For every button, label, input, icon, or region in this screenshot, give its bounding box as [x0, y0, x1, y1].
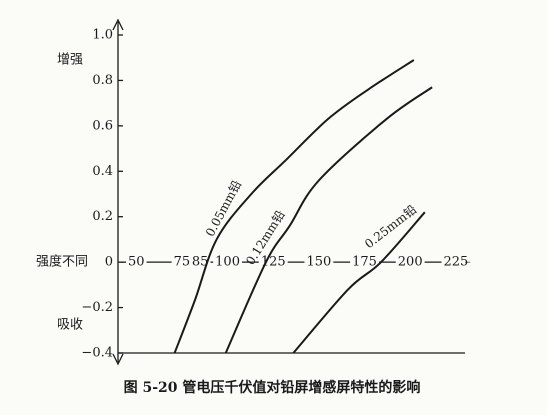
x-tick-label: 150 — [306, 255, 331, 270]
y-tick-label: 0.8 — [92, 73, 113, 88]
x-tick-label: 75 — [174, 255, 191, 270]
x-tick-label: 100 — [215, 255, 240, 270]
x-tick-label: 85 — [192, 255, 209, 270]
x-tick-label: 175 — [352, 255, 377, 270]
y-axis-arrow-up — [112, 18, 124, 31]
series-line — [292, 211, 426, 354]
y-axis-arrow-down — [112, 353, 124, 366]
y-tick-label: 0.6 — [92, 118, 113, 133]
annotation: 增强 — [57, 53, 83, 68]
annotation: 吸收 — [57, 318, 83, 333]
y-tick-label: 0 — [105, 255, 113, 270]
annotation: 强度不同 — [36, 254, 88, 270]
x-tick-label: 200 — [398, 255, 423, 270]
y-tick-label: −0.2 — [81, 300, 113, 315]
y-tick-label: 0.4 — [92, 164, 113, 179]
y-tick-label: 0.2 — [92, 209, 113, 224]
x-tick-label: 225 — [443, 255, 468, 270]
chart-title: 图 5-20 管电压千伏值对铅屏增感屏特性的影响 — [124, 379, 421, 396]
series-label: 0.25mm铅 — [362, 202, 419, 251]
series-line — [224, 86, 433, 354]
y-tick-label: 1.0 — [92, 28, 113, 43]
x-tick-label: 125 — [261, 255, 286, 270]
x-tick-label: 50 — [128, 255, 145, 270]
y-tick-label: −0.4 — [81, 346, 113, 361]
series-line — [173, 59, 415, 354]
